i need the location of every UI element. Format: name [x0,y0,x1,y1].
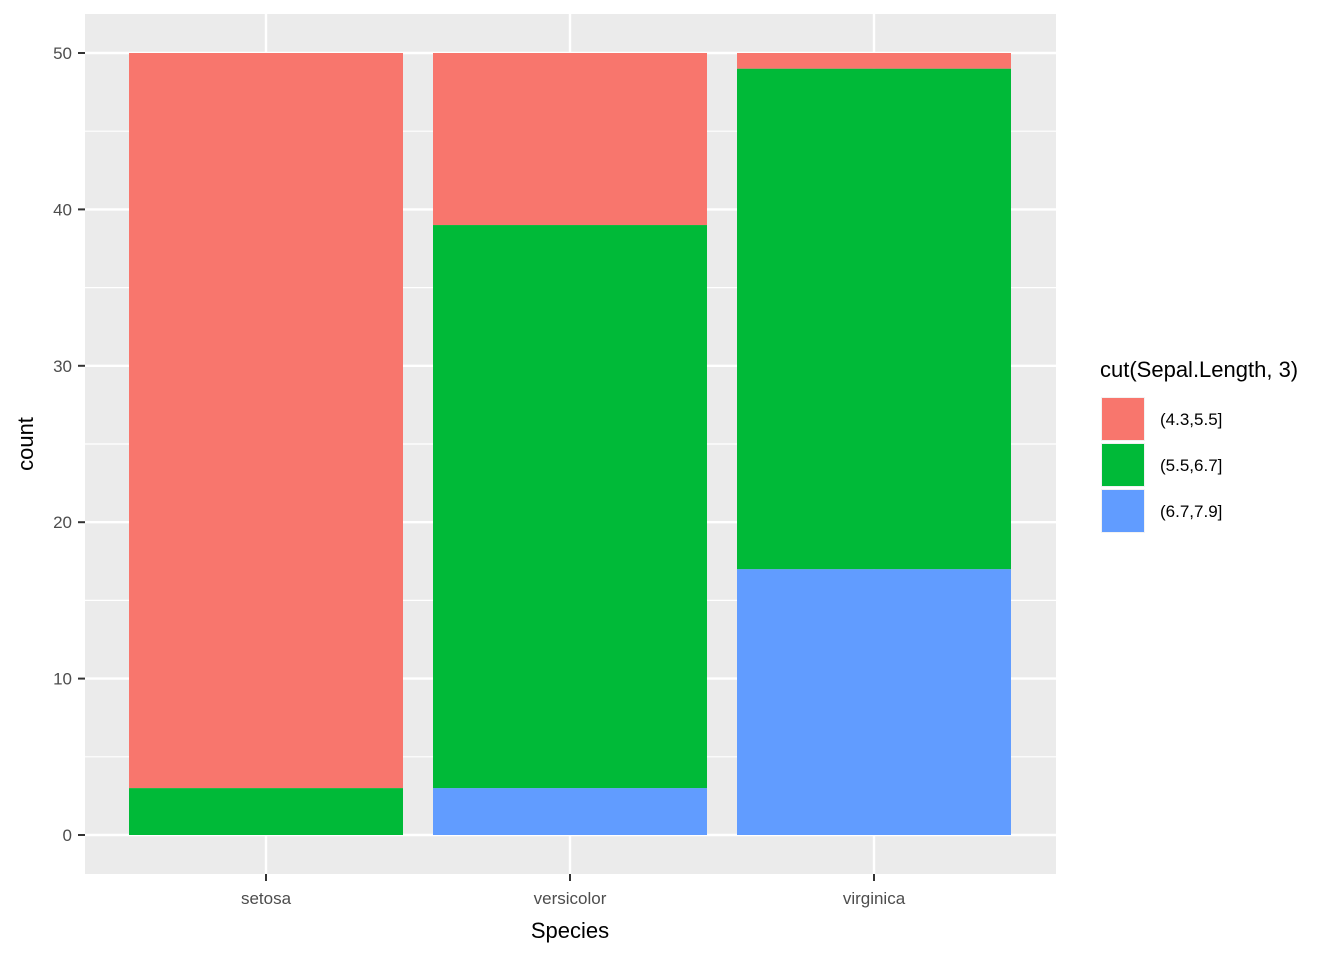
legend-label: (5.5,6.7] [1160,456,1222,475]
y-tick-label: 30 [53,357,72,376]
bar-segment-virginica-3 [737,569,1011,835]
bar-segment-setosa-2 [129,788,403,835]
legend: cut(Sepal.Length, 3) (4.3,5.5] (5.5,6.7] (… [1100,357,1298,533]
bar-segment-virginica-2 [737,68,1011,570]
y-tick-label: 0 [63,826,72,845]
bar-segment-versicolor-1 [433,53,707,226]
y-tick-label: 50 [53,44,72,63]
y-axis-title: count [13,417,38,471]
bar-segment-setosa-1 [129,53,403,789]
x-tick-label-versicolor: versicolor [534,889,607,908]
y-tick-label: 10 [53,670,72,689]
x-tick-label-virginica: virginica [843,889,906,908]
legend-swatch [1102,398,1144,440]
x-tick-label-setosa: setosa [241,889,292,908]
legend-title: cut(Sepal.Length, 3) [1100,357,1298,382]
y-tick-label: 20 [53,513,72,532]
legend-swatch [1102,490,1144,532]
bar-segment-versicolor-3 [433,788,707,835]
legend-label: (6.7,7.9] [1160,502,1222,521]
bar-segment-versicolor-2 [433,225,707,789]
x-axis-title: Species [531,918,609,943]
y-axis: 0 10 20 30 40 50 [53,44,85,845]
legend-label: (4.3,5.5] [1160,410,1222,429]
bars [129,53,1011,835]
x-axis: setosa versicolor virginica [241,874,906,908]
bar-segment-virginica-1 [737,53,1011,69]
y-tick-label: 40 [53,200,72,219]
legend-swatch [1102,444,1144,486]
